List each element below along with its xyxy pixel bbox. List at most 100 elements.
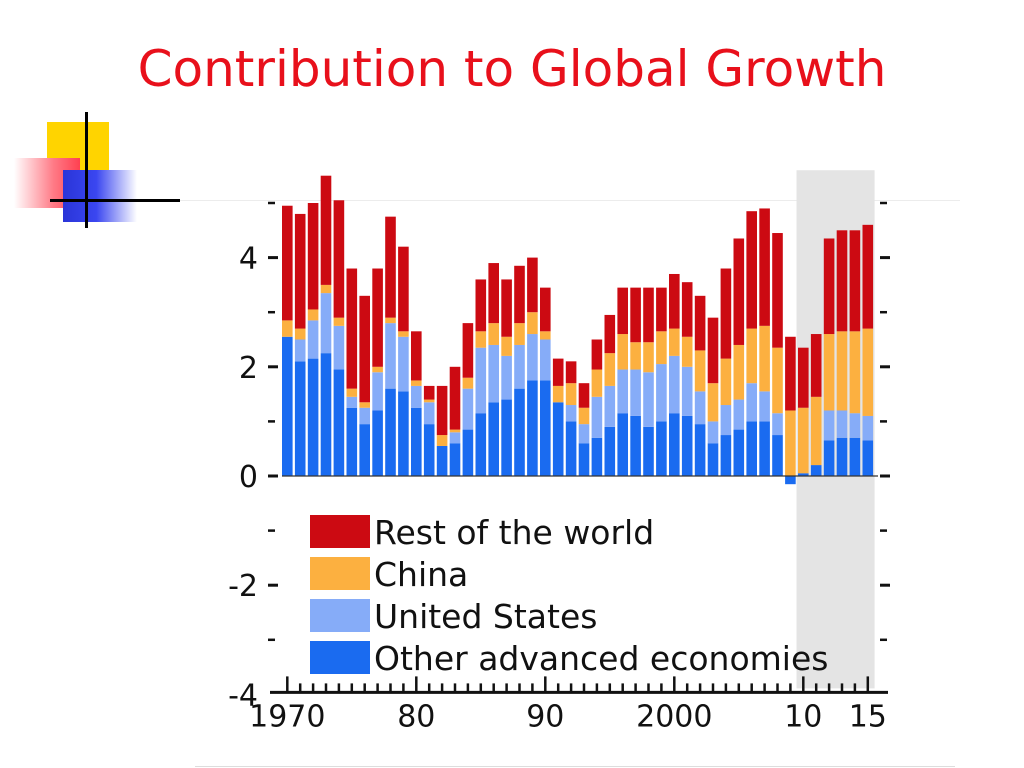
bar-1975-china [346,388,358,397]
slide-title: Contribution to Global Growth [137,40,887,98]
bar-1991-china [552,385,564,403]
bar-1992-other-advanced-economies [565,421,577,476]
bar-2007-other-advanced-economies [759,421,770,476]
legend-label-other-advanced-economies: Other advanced economies [374,639,828,678]
bar-1992-china [565,383,577,406]
bar-1970-china [282,320,293,337]
bar-2003-china [707,383,719,422]
bar-1985-china [475,331,487,348]
bar-1990-rest-of-the-world [540,287,551,332]
bar-1999-united-states [656,364,667,422]
bar-2005-china [733,344,745,400]
bar-1980-rest-of-the-world [411,331,422,381]
bar-2014-united-states [849,413,861,438]
bar-1971-united-states [294,339,306,362]
bar-2000-china [669,328,680,356]
bar-2007-china [759,325,770,392]
decorative-vertical-line [85,112,88,228]
bar-1984-china [462,377,474,389]
bar-1974-united-states [333,325,345,370]
bar-1975-other-advanced-economies [346,407,358,476]
bar-1974-rest-of-the-world [333,200,345,318]
bar-1998-other-advanced-economies [643,426,654,476]
bar-1994-rest-of-the-world [591,339,603,370]
bar-1984-other-advanced-economies [462,429,474,476]
bar-1972-united-states [307,320,319,359]
bar-2006-rest-of-the-world [746,211,757,329]
bar-1978-other-advanced-economies [385,388,396,476]
y-tick-label: -2 [228,569,258,604]
bar-1988-china [514,323,525,345]
bar-1990-other-advanced-economies [540,380,551,476]
bar-1978-rest-of-the-world [385,216,396,318]
bar-2014-rest-of-the-world [849,230,861,332]
bar-1971-other-advanced-economies [294,361,306,476]
x-tick-label: 90 [526,699,564,734]
legend-swatch-united-states [310,599,370,632]
bar-1981-united-states [423,402,435,425]
bar-1983-china [449,429,461,433]
bar-1980-united-states [411,385,422,408]
bar-2002-united-states [694,391,706,425]
bar-1986-rest-of-the-world [488,263,499,324]
bar-1987-rest-of-the-world [501,279,512,337]
bar-1978-china [385,317,396,324]
bar-1997-rest-of-the-world [630,287,641,343]
bar-1999-other-advanced-economies [656,421,667,476]
bar-2009-other-advanced-economies [785,476,796,485]
bar-2009-china [785,410,796,476]
bar-1983-united-states [449,432,461,444]
bar-2003-other-advanced-economies [707,443,719,476]
bar-1972-rest-of-the-world [307,203,319,310]
bar-1993-united-states [578,424,590,444]
bar-1972-other-advanced-economies [307,358,319,476]
bar-2012-other-advanced-economies [823,440,835,476]
bar-1990-china [540,331,551,340]
bar-2012-china [823,334,835,411]
bar-2010-rest-of-the-world [798,347,809,408]
bar-1989-united-states [527,334,538,381]
bar-1984-rest-of-the-world [462,323,474,378]
bar-1984-united-states [462,388,474,430]
bar-1971-rest-of-the-world [294,213,306,329]
bar-2008-china [772,347,783,414]
bar-1974-other-advanced-economies [333,369,345,476]
bar-2015-united-states [862,415,874,441]
bar-1976-rest-of-the-world [359,295,370,403]
x-tick-label: 15 [849,699,887,734]
bar-2000-rest-of-the-world [669,273,680,329]
bar-2001-china [681,336,693,367]
bar-2006-china [746,328,757,384]
bar-1996-china [617,334,628,370]
x-tick-label: 1970 [249,699,325,734]
bar-2007-rest-of-the-world [759,208,770,326]
projection-shading [796,170,875,689]
bar-1981-rest-of-the-world [423,385,435,400]
bar-2007-united-states [759,391,770,422]
bar-2001-united-states [681,366,693,416]
bar-1998-china [643,342,654,373]
bar-1991-rest-of-the-world [552,358,564,386]
bar-2011-rest-of-the-world [810,334,822,397]
bar-2002-other-advanced-economies [694,424,706,476]
bar-1972-china [307,309,319,321]
bar-1976-united-states [359,407,370,425]
bar-2014-other-advanced-economies [849,437,861,476]
bar-2006-united-states [746,383,757,422]
bar-1993-rest-of-the-world [578,383,590,408]
bar-1986-other-advanced-economies [488,402,499,476]
bar-1987-other-advanced-economies [501,399,512,476]
bar-1980-china [411,380,422,386]
bar-1981-other-advanced-economies [423,424,435,476]
bar-1994-united-states [591,396,603,438]
bar-2011-china [810,396,822,466]
title-divider [180,200,960,201]
bar-2003-united-states [707,421,719,444]
bar-2014-china [849,331,861,414]
x-tick-label: 2000 [636,699,712,734]
bar-1997-china [630,342,641,370]
legend-label-china: China [374,555,468,594]
bar-1997-united-states [630,369,641,416]
bar-1998-rest-of-the-world [643,287,654,343]
